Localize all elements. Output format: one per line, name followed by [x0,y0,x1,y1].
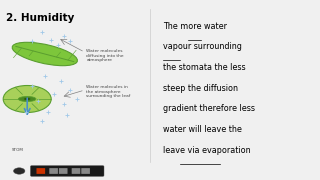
Text: vapour surrounding: vapour surrounding [163,42,242,51]
Text: leave via evaporation: leave via evaporation [163,146,251,155]
Text: Water molecules in
the atmosphere
surrounding the leaf: Water molecules in the atmosphere surrou… [86,85,131,98]
Text: Water molecules
diffusing into the
atmosphere: Water molecules diffusing into the atmos… [86,49,124,62]
Text: 2. Humidity: 2. Humidity [6,13,75,23]
Ellipse shape [19,96,36,102]
Text: the stomata the less: the stomata the less [163,63,246,72]
FancyBboxPatch shape [36,168,45,174]
Circle shape [3,86,51,112]
Ellipse shape [24,98,30,100]
FancyBboxPatch shape [81,168,90,174]
Text: steep the diffusion: steep the diffusion [163,84,238,93]
FancyBboxPatch shape [59,168,68,174]
Circle shape [13,168,25,174]
FancyBboxPatch shape [30,166,104,176]
FancyBboxPatch shape [49,168,58,174]
FancyBboxPatch shape [72,168,80,174]
Text: gradient therefore less: gradient therefore less [163,104,255,113]
Text: The more water: The more water [163,22,227,31]
Text: STOM: STOM [12,148,24,152]
Text: water will leave the: water will leave the [163,125,242,134]
Ellipse shape [12,42,77,66]
